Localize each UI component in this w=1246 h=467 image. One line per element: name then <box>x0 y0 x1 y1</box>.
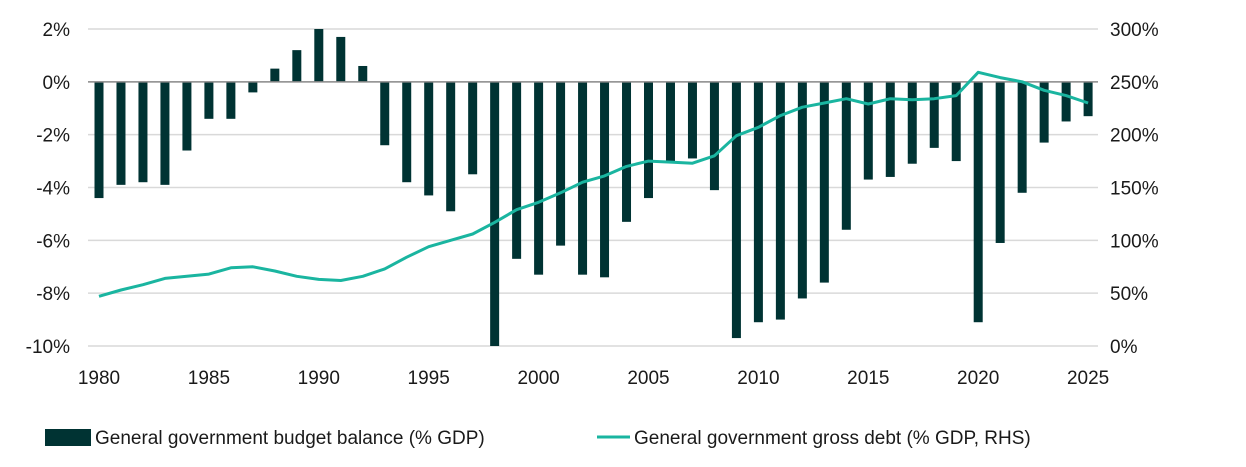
y-left-tick-label: 0% <box>43 73 71 94</box>
y-right-tick-label: 150% <box>1110 179 1159 200</box>
y-right-tick-label: 300% <box>1110 20 1159 41</box>
bar-2006 <box>665 81 675 162</box>
bar-2001 <box>556 81 566 246</box>
gridlines <box>88 28 1098 347</box>
y-left-tick-label: -4% <box>36 179 70 200</box>
bar-2014 <box>841 81 851 230</box>
bar-2015 <box>863 81 873 180</box>
bar-2012 <box>797 81 807 299</box>
bar-2023 <box>1039 81 1049 143</box>
bar-2019 <box>951 81 961 162</box>
bar-2022 <box>1017 81 1027 193</box>
bar-1992 <box>358 65 368 82</box>
x-tick-label: 1985 <box>188 368 230 389</box>
bar-1999 <box>512 81 522 259</box>
bar-2010 <box>753 81 763 323</box>
bar-1983 <box>160 81 170 185</box>
x-tick-label: 1980 <box>78 368 120 389</box>
bar-2005 <box>644 81 653 199</box>
y-right-tick-label: 250% <box>1110 73 1159 94</box>
bar-1985 <box>204 81 214 119</box>
y-left-tick-label: -10% <box>26 337 70 358</box>
bar-1986 <box>226 81 236 119</box>
bar-2002 <box>578 81 588 275</box>
bar-2008 <box>709 81 719 191</box>
legend-label-line: General government gross debt (% GDP, RH… <box>634 428 1031 449</box>
bar-1994 <box>402 81 412 183</box>
y-axis-right: 300% 250% 200% 150% 100% 50% 0% <box>1110 20 1159 358</box>
bar-1991 <box>336 36 346 82</box>
bar-2013 <box>819 81 829 283</box>
y-left-tick-label: -6% <box>36 231 70 252</box>
bar-1987 <box>248 81 258 93</box>
bar-1982 <box>138 81 148 183</box>
y-left-tick-label: -2% <box>36 126 70 147</box>
bar-2009 <box>731 81 741 339</box>
bar-1989 <box>292 50 302 82</box>
legend-swatch-bar <box>45 429 91 446</box>
x-axis: 1980 1985 1990 1995 2000 2005 2010 2015 2020 2025 <box>78 368 1109 389</box>
bar-1996 <box>446 81 456 212</box>
y-left-tick-label: -8% <box>36 284 70 305</box>
bar-1981 <box>116 81 126 185</box>
x-tick-label: 2005 <box>627 368 669 389</box>
x-tick-label: 1995 <box>408 368 450 389</box>
bar-2003 <box>600 81 610 278</box>
debt-line <box>98 70 1089 298</box>
bar-2007 <box>687 81 697 159</box>
bar-2020 <box>973 81 983 323</box>
y-right-tick-label: 200% <box>1110 126 1159 147</box>
y-left-tick-label: 2% <box>43 20 71 41</box>
bar-2018 <box>929 81 939 148</box>
bar-1980 <box>94 81 104 199</box>
x-tick-label: 1990 <box>298 368 340 389</box>
bar-1995 <box>424 81 434 196</box>
x-tick-label: 2015 <box>847 368 889 389</box>
bar-2021 <box>995 81 1005 243</box>
bar-1984 <box>182 81 192 151</box>
y-right-tick-label: 50% <box>1110 284 1148 305</box>
legend-label-bar: General government budget balance (% GDP… <box>95 428 485 449</box>
y-right-tick-label: 0% <box>1110 337 1138 358</box>
bar-series <box>94 29 1093 346</box>
x-tick-label: 2020 <box>957 368 999 389</box>
y-axis-left: 2% 0% -2% -4% -6% -8% -10% <box>26 20 70 358</box>
bar-1993 <box>380 81 390 146</box>
bar-2017 <box>907 81 917 164</box>
x-tick-label: 2025 <box>1067 368 1109 389</box>
x-tick-label: 2010 <box>737 368 779 389</box>
bar-2016 <box>885 81 895 177</box>
legend: General government budget balance (% GDP… <box>45 428 1031 449</box>
bar-1998 <box>490 81 500 346</box>
bar-2011 <box>775 81 785 320</box>
bar-2004 <box>622 81 632 222</box>
bar-1997 <box>468 81 478 175</box>
y-right-tick-label: 100% <box>1110 231 1159 252</box>
bar-2024 <box>1061 81 1071 122</box>
bar-2000 <box>534 81 544 275</box>
bar-1988 <box>270 68 280 82</box>
x-tick-label: 2000 <box>517 368 559 389</box>
bar-1990 <box>314 29 324 82</box>
bar-2025 <box>1083 81 1093 117</box>
